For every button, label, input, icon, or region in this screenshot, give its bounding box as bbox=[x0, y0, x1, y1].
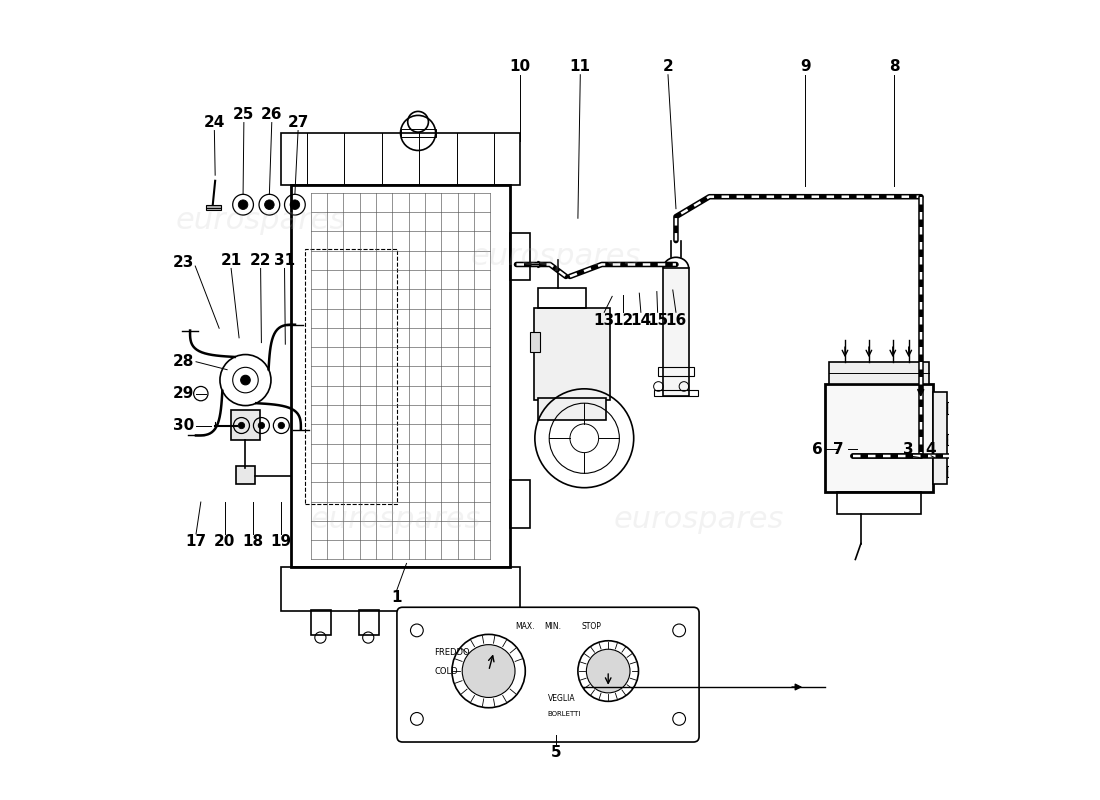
Text: 2: 2 bbox=[662, 59, 673, 74]
Text: 4: 4 bbox=[926, 442, 936, 457]
Text: 27: 27 bbox=[287, 115, 309, 130]
Text: 5: 5 bbox=[551, 745, 562, 760]
Circle shape bbox=[265, 200, 274, 210]
Bar bbox=[659, 366, 693, 376]
Text: 9: 9 bbox=[800, 59, 811, 74]
Text: 16: 16 bbox=[666, 313, 686, 328]
Text: eurospares: eurospares bbox=[614, 505, 784, 534]
Text: 10: 10 bbox=[509, 59, 530, 74]
Bar bbox=[947, 466, 959, 478]
Text: 6: 6 bbox=[812, 442, 823, 457]
Bar bbox=[231, 410, 260, 440]
Bar bbox=[282, 567, 519, 611]
Circle shape bbox=[239, 422, 244, 429]
Circle shape bbox=[258, 422, 265, 429]
Text: MIN.: MIN. bbox=[544, 622, 561, 631]
Text: 26: 26 bbox=[261, 107, 283, 122]
Bar bbox=[400, 129, 436, 137]
Bar bbox=[837, 492, 921, 514]
Text: 21: 21 bbox=[220, 253, 242, 268]
Bar bbox=[510, 233, 530, 281]
Bar bbox=[538, 288, 586, 308]
Text: 17: 17 bbox=[186, 534, 207, 550]
Text: 19: 19 bbox=[270, 534, 292, 550]
Bar bbox=[290, 185, 510, 567]
Text: 13: 13 bbox=[594, 313, 615, 328]
Text: 29: 29 bbox=[173, 386, 194, 401]
Text: 14: 14 bbox=[630, 313, 651, 328]
Text: 18: 18 bbox=[242, 534, 263, 550]
Circle shape bbox=[239, 200, 248, 210]
Bar bbox=[415, 610, 434, 635]
Text: 12: 12 bbox=[613, 313, 634, 328]
Bar bbox=[306, 249, 397, 504]
Bar bbox=[947, 434, 959, 446]
Circle shape bbox=[586, 650, 630, 693]
Circle shape bbox=[278, 422, 285, 429]
Bar bbox=[462, 610, 482, 635]
Text: eurospares: eurospares bbox=[175, 206, 345, 235]
Bar bbox=[311, 610, 331, 635]
Circle shape bbox=[241, 375, 250, 385]
Bar bbox=[535, 308, 609, 400]
Text: eurospares: eurospares bbox=[471, 242, 640, 271]
Text: 28: 28 bbox=[173, 354, 194, 370]
Bar bbox=[530, 332, 540, 352]
Text: 1: 1 bbox=[392, 590, 403, 606]
Circle shape bbox=[462, 645, 515, 698]
Text: 24: 24 bbox=[204, 115, 226, 130]
Text: FREDDO: FREDDO bbox=[434, 648, 470, 658]
Bar bbox=[207, 206, 221, 210]
Text: 8: 8 bbox=[889, 59, 900, 74]
Text: COLD: COLD bbox=[434, 666, 458, 675]
Bar bbox=[282, 133, 519, 185]
Bar bbox=[933, 392, 947, 484]
Text: 20: 20 bbox=[214, 534, 235, 550]
Text: 15: 15 bbox=[647, 313, 668, 328]
Bar bbox=[829, 362, 928, 384]
Bar bbox=[825, 384, 933, 492]
Bar bbox=[359, 610, 378, 635]
Text: 3: 3 bbox=[903, 442, 914, 457]
Text: BORLETTI: BORLETTI bbox=[548, 711, 581, 717]
Text: 25: 25 bbox=[233, 107, 254, 122]
Circle shape bbox=[290, 200, 299, 210]
Text: 31: 31 bbox=[274, 253, 295, 268]
Text: STOP: STOP bbox=[582, 622, 602, 631]
Bar bbox=[653, 390, 698, 396]
Text: 23: 23 bbox=[173, 255, 194, 270]
Bar bbox=[510, 480, 530, 527]
Bar bbox=[663, 269, 689, 396]
Text: 7: 7 bbox=[834, 442, 844, 457]
Text: 22: 22 bbox=[250, 253, 272, 268]
Text: 11: 11 bbox=[570, 59, 591, 74]
FancyBboxPatch shape bbox=[397, 607, 700, 742]
Bar bbox=[947, 402, 959, 414]
Bar bbox=[235, 466, 255, 484]
Text: 30: 30 bbox=[173, 418, 194, 433]
Text: MAX.: MAX. bbox=[516, 622, 536, 631]
Bar bbox=[538, 398, 606, 420]
Text: eurospares: eurospares bbox=[311, 505, 481, 534]
Text: VEGLIA: VEGLIA bbox=[548, 694, 575, 702]
